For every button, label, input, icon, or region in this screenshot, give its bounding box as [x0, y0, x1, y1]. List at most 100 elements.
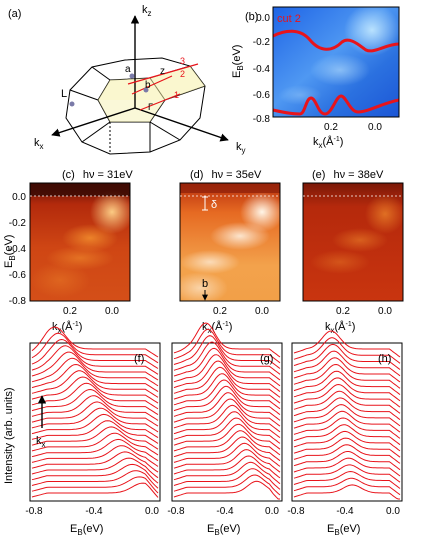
panel-d-frame	[179, 182, 281, 302]
edc-curve	[293, 343, 401, 370]
kx-arrow-label: kx	[36, 435, 46, 449]
cut-2-line	[131, 75, 173, 95]
panel-b-frame	[272, 6, 400, 118]
edc-curve	[293, 350, 401, 377]
edc-curve	[31, 395, 159, 421]
panel-g: (g)	[171, 322, 283, 502]
cut2-lower-band	[273, 94, 399, 116]
edc-curve	[31, 338, 159, 369]
edc-curve	[293, 417, 401, 439]
edc-curve	[173, 404, 281, 433]
edc-curve	[31, 463, 159, 484]
edc-curve	[31, 482, 159, 498]
edc-curve	[293, 330, 401, 358]
edc-curve	[293, 397, 401, 421]
edc-curve	[173, 480, 280, 500]
panel-c: (c) hν = 31eV 0.0 -0.2 -0.4 -0.6 -0.8 EB(…	[3, 169, 133, 335]
edc-curve	[173, 322, 281, 358]
edc-curve	[293, 377, 401, 402]
edc-curve	[173, 335, 281, 369]
xtick: 0.0	[368, 122, 382, 133]
edc-curve	[31, 326, 159, 358]
edc-curve	[173, 392, 281, 421]
edc-curve	[31, 351, 159, 381]
panel-b: (b) cut 2 0.0 -0.2 -0.4 -0.6 -0.8 EB(eV)…	[231, 6, 400, 150]
plane-lower	[98, 100, 165, 122]
edc-curve	[293, 457, 401, 477]
edc-curve	[173, 398, 281, 427]
panel-c-map	[30, 183, 130, 301]
xtick: 0.2	[213, 306, 227, 317]
panel-c-frame	[29, 182, 131, 302]
point-b-label: b	[145, 80, 151, 91]
edc-curve	[31, 451, 159, 473]
edc-curve	[31, 376, 159, 404]
cut-3-line	[127, 63, 199, 85]
xtick: 0.2	[324, 122, 338, 133]
cut-3-label: 3	[180, 56, 185, 66]
edc-curve	[173, 373, 281, 404]
panel-d: (d) hν = 35eV δ b 0.2 0.0 kx(Å-1)	[179, 169, 281, 335]
xtick: -0.8	[25, 506, 43, 517]
point-a-marker	[129, 73, 135, 79]
edc-curve	[173, 461, 281, 485]
edc-curve	[31, 420, 159, 444]
panel-g-xlabel: EB(eV)	[207, 523, 240, 537]
edc-curve	[31, 407, 159, 433]
b-marker-label: b	[202, 278, 208, 290]
delta-label: δ	[211, 199, 217, 211]
edc-curve	[173, 442, 281, 467]
panel-g-frame	[171, 342, 283, 502]
edc-curve	[173, 347, 281, 381]
edc-curve	[293, 444, 401, 464]
ytick: -0.4	[9, 244, 27, 255]
cut-1-label: 1	[174, 90, 179, 100]
panel-d-xticks: 0.2 0.0	[213, 306, 269, 317]
kx-axis	[51, 107, 136, 137]
gamma-label: Γ	[148, 102, 153, 112]
panel-h-xlabel: EB(eV)	[327, 523, 360, 537]
xtick: 0.0	[255, 306, 269, 317]
edc-curve	[173, 474, 281, 496]
edc-curve	[293, 484, 400, 500]
ytick: -0.2	[253, 37, 271, 48]
panel-c-xticks: 0.2 0.0	[63, 306, 119, 317]
edc-curve	[173, 455, 281, 479]
edc-curve	[293, 477, 401, 496]
edc-curve	[31, 382, 159, 410]
edc-curve	[173, 379, 281, 410]
edc-curve	[173, 354, 281, 387]
edc-curve	[173, 411, 281, 439]
panel-b-ylabel: EB(eV)	[231, 45, 245, 78]
panel-a: (a) kz kx ky 3 2 1	[8, 4, 246, 155]
edc-curve	[173, 423, 281, 450]
edc-stack-g	[173, 322, 281, 500]
edc-curve	[31, 357, 159, 387]
ky-label: ky	[236, 141, 246, 155]
edc-curve	[173, 436, 281, 462]
panel-a-label: (a)	[8, 8, 21, 20]
edc-curve	[293, 464, 401, 483]
edc-curve	[31, 457, 159, 479]
point-a-label: a	[125, 64, 131, 75]
xtick: -0.8	[167, 506, 185, 517]
panel-d-label: (d) hν = 35eV	[190, 169, 262, 181]
edc-curve	[173, 449, 281, 473]
edc-curve	[293, 363, 401, 389]
panel-e-map	[303, 183, 403, 301]
edc-curve	[31, 345, 159, 375]
edc-curve	[293, 451, 401, 471]
edc-curve	[293, 410, 401, 433]
edc-curve	[31, 445, 159, 467]
panel-h-frame	[291, 342, 403, 502]
panel-b-xlabel: kx(Å-1)	[313, 135, 343, 150]
ytick: -0.2	[9, 218, 27, 229]
panel-d-map	[180, 183, 280, 301]
edc-curve	[31, 370, 159, 398]
edc-curve	[293, 357, 401, 383]
xtick: 0.0	[105, 306, 119, 317]
edc-curve	[293, 390, 401, 414]
cut-2-title: cut 2	[277, 13, 301, 25]
edc-curve	[31, 426, 159, 450]
